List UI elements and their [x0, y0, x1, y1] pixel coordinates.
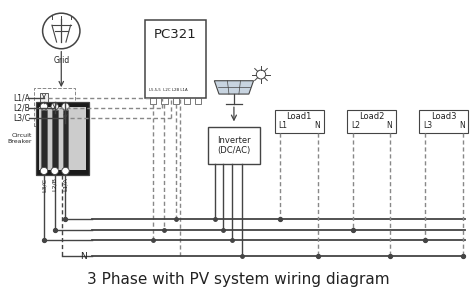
FancyBboxPatch shape: [36, 102, 89, 176]
FancyBboxPatch shape: [173, 98, 179, 104]
FancyBboxPatch shape: [40, 93, 48, 103]
Text: L3: L3: [423, 121, 432, 130]
FancyBboxPatch shape: [150, 98, 156, 104]
FancyBboxPatch shape: [419, 110, 468, 133]
Text: L1/A: L1/A: [14, 93, 30, 102]
Polygon shape: [214, 81, 254, 94]
Text: 3 Phase with PV system wiring diagram: 3 Phase with PV system wiring diagram: [87, 272, 390, 287]
Text: N: N: [314, 121, 320, 130]
FancyBboxPatch shape: [145, 20, 206, 98]
Text: N: N: [387, 121, 392, 130]
Text: L5,5,5  L2C L2B L1A: L5,5,5 L2C L2B L1A: [149, 88, 188, 92]
FancyBboxPatch shape: [52, 110, 57, 168]
Circle shape: [40, 167, 48, 175]
Text: N: N: [80, 252, 87, 261]
Text: Grid: Grid: [53, 56, 69, 65]
FancyBboxPatch shape: [63, 110, 68, 168]
Text: L2/B: L2/B: [14, 103, 30, 112]
Text: Circuit
Breaker: Circuit Breaker: [8, 133, 32, 144]
Text: L2: L2: [351, 121, 360, 130]
FancyBboxPatch shape: [347, 110, 396, 133]
Text: PC321: PC321: [154, 28, 197, 40]
FancyBboxPatch shape: [184, 98, 190, 104]
Text: N: N: [459, 121, 465, 130]
Text: L1/A: L1/A: [63, 178, 68, 191]
FancyBboxPatch shape: [51, 103, 59, 113]
Text: L3/C: L3/C: [14, 114, 31, 122]
Text: Load1: Load1: [287, 112, 312, 121]
FancyBboxPatch shape: [41, 110, 47, 168]
FancyBboxPatch shape: [208, 127, 260, 164]
Text: L3/C: L3/C: [42, 178, 46, 192]
Circle shape: [51, 103, 58, 110]
Text: Load2: Load2: [359, 112, 384, 121]
Circle shape: [51, 167, 58, 175]
FancyBboxPatch shape: [195, 98, 201, 104]
Circle shape: [62, 167, 69, 175]
FancyBboxPatch shape: [162, 98, 167, 104]
Text: Load3: Load3: [431, 112, 456, 121]
Circle shape: [62, 103, 69, 110]
FancyBboxPatch shape: [61, 113, 70, 123]
Circle shape: [40, 103, 48, 110]
Text: L1: L1: [279, 121, 288, 130]
Text: Inverter
(DC/AC): Inverter (DC/AC): [217, 136, 251, 155]
Text: L2/B: L2/B: [52, 178, 57, 192]
FancyBboxPatch shape: [275, 110, 324, 133]
FancyBboxPatch shape: [39, 108, 85, 170]
